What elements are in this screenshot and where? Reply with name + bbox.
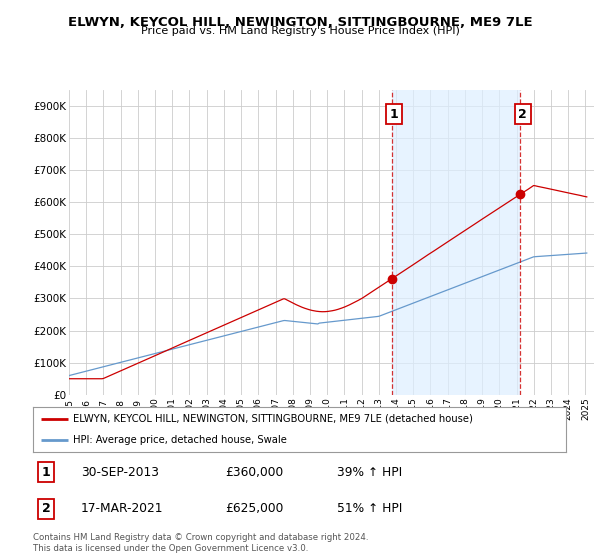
- Text: 2: 2: [518, 108, 527, 120]
- Text: 30-SEP-2013: 30-SEP-2013: [81, 466, 159, 479]
- Text: £360,000: £360,000: [225, 466, 283, 479]
- Text: ELWYN, KEYCOL HILL, NEWINGTON, SITTINGBOURNE, ME9 7LE: ELWYN, KEYCOL HILL, NEWINGTON, SITTINGBO…: [68, 16, 532, 29]
- Text: HPI: Average price, detached house, Swale: HPI: Average price, detached house, Swal…: [73, 435, 287, 445]
- Text: 39% ↑ HPI: 39% ↑ HPI: [337, 466, 402, 479]
- Text: 2: 2: [42, 502, 50, 515]
- Text: ELWYN, KEYCOL HILL, NEWINGTON, SITTINGBOURNE, ME9 7LE (detached house): ELWYN, KEYCOL HILL, NEWINGTON, SITTINGBO…: [73, 414, 473, 424]
- Text: 51% ↑ HPI: 51% ↑ HPI: [337, 502, 402, 515]
- Text: 17-MAR-2021: 17-MAR-2021: [81, 502, 163, 515]
- Text: 1: 1: [42, 466, 50, 479]
- Text: 1: 1: [390, 108, 399, 120]
- Text: £625,000: £625,000: [225, 502, 283, 515]
- Text: Price paid vs. HM Land Registry's House Price Index (HPI): Price paid vs. HM Land Registry's House …: [140, 26, 460, 36]
- Bar: [392, 90, 520, 395]
- Text: Contains HM Land Registry data © Crown copyright and database right 2024.
This d: Contains HM Land Registry data © Crown c…: [33, 533, 368, 553]
